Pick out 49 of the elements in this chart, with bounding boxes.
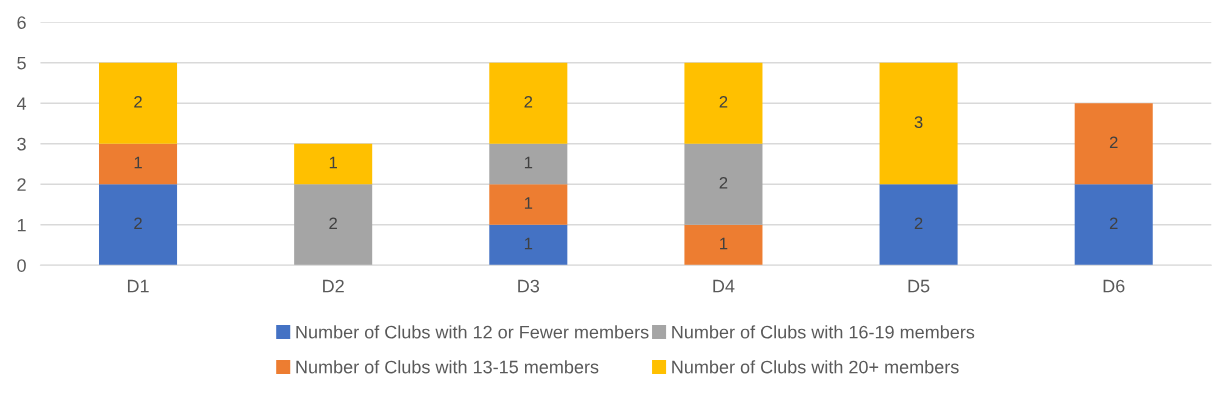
data-label: 1 [524, 197, 533, 209]
bar [879, 62, 958, 185]
bar [879, 184, 958, 266]
bar [294, 143, 373, 185]
legend-label: Number of Clubs with 12 or Fewer members [296, 325, 649, 339]
bar [489, 143, 568, 185]
x-tick-label: D5 [908, 279, 930, 293]
bar [99, 143, 178, 185]
x-tick-label: D6 [1103, 279, 1125, 293]
y-tick-label: 6 [17, 16, 26, 29]
data-label: 2 [134, 217, 142, 230]
data-label: 1 [329, 156, 337, 169]
data-label: 3 [914, 116, 923, 128]
data-label: 2 [134, 95, 142, 108]
bar [99, 184, 178, 266]
data-label: 2 [914, 217, 923, 230]
bar [1074, 103, 1153, 185]
bar [489, 184, 568, 225]
y-tick-label: 5 [17, 56, 26, 70]
legend-label: Number of Clubs with 20+ members [672, 360, 959, 374]
x-tick-label: D1 [127, 279, 149, 293]
legend-label: Number of Clubs with 16-19 members [672, 325, 975, 339]
x-tick-label: D4 [713, 279, 735, 293]
bar [489, 62, 568, 144]
bar [684, 224, 763, 266]
x-tick-label: D3 [518, 279, 540, 293]
data-label: 2 [719, 176, 728, 189]
data-label: 1 [720, 237, 728, 250]
data-label: 2 [329, 217, 337, 230]
data-label: 2 [1109, 136, 1118, 149]
y-tick-label: 2 [17, 178, 26, 191]
bar [294, 184, 373, 266]
bar [99, 62, 178, 144]
bar [489, 224, 568, 266]
data-label: 1 [134, 156, 142, 169]
data-label: 1 [524, 156, 533, 169]
data-label: 2 [719, 95, 728, 108]
y-tick-label: 4 [16, 97, 27, 110]
data-label: 2 [1109, 217, 1118, 230]
y-tick-label: 0 [17, 259, 26, 272]
x-tick-label: D2 [323, 279, 344, 293]
y-tick-label: 1 [17, 218, 26, 232]
bar [684, 62, 763, 144]
data-label: 1 [524, 237, 533, 250]
bar [1074, 184, 1153, 266]
bar [684, 143, 763, 225]
data-label: 2 [524, 95, 533, 108]
legend-label: Number of Clubs with 13-15 members [296, 360, 599, 374]
y-tick-label: 3 [17, 137, 26, 151]
